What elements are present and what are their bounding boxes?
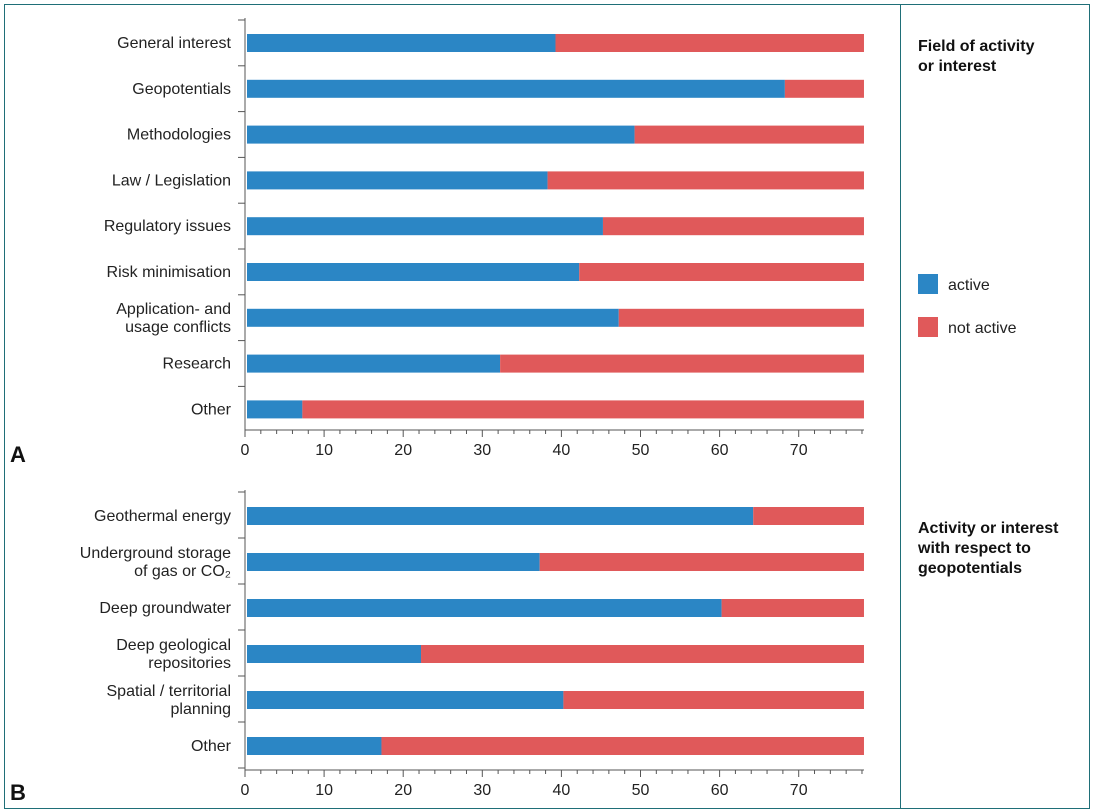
category-label: Methodologies (127, 127, 231, 144)
legend-swatch-not-active (918, 317, 938, 337)
category-label: Spatial / territorial planning (107, 683, 232, 718)
category-label: Deep geological repositories (116, 637, 231, 672)
category-label: Other (191, 401, 232, 418)
category-label: Underground storage of gas or CO₂ (80, 545, 231, 580)
x-tick-label: 20 (394, 782, 412, 799)
panel-b-side-title-line1: Activity or interest (918, 520, 1059, 537)
chart-b: 0 10 20 30 40 50 60 70 Geothermal energy Undergro… (80, 490, 864, 799)
panel-a-side-title-line2: or interest (918, 58, 997, 75)
bar-active-a-1 (247, 79, 785, 98)
category-label: Regulatory issues (104, 218, 231, 235)
x-tick-label: 40 (553, 782, 571, 799)
bar-not-active-b-2 (721, 599, 864, 617)
x-tick-label: 0 (241, 782, 250, 799)
bar-not-active-a-2 (634, 125, 864, 144)
bar-active-a-8 (247, 400, 303, 419)
panel-a-letter: A (10, 442, 26, 467)
panel-b-side-title-line3: geopotentials (918, 560, 1022, 577)
category-label: Geopotentials (132, 81, 231, 98)
bar-not-active-a-6 (618, 308, 864, 327)
bar-not-active-a-7 (500, 354, 864, 373)
category-label: Risk minimisation (107, 264, 231, 281)
x-tick-label: 30 (473, 782, 491, 799)
bar-not-active-a-8 (302, 400, 864, 419)
x-tick-label: 60 (711, 442, 729, 459)
x-tick-label: 50 (632, 782, 650, 799)
x-tick-label: 30 (473, 442, 491, 459)
bar-active-a-5 (247, 263, 580, 281)
bar-not-active-a-0 (555, 34, 864, 52)
bar-active-b-2 (247, 599, 722, 617)
bar-active-a-3 (247, 171, 548, 190)
x-tick-label: 50 (632, 442, 650, 459)
category-label: Deep groundwater (99, 600, 231, 617)
x-tick-label: 10 (315, 442, 333, 459)
x-tick-label: 20 (394, 442, 412, 459)
bar-active-a-2 (247, 125, 635, 144)
legend-label-active: active (948, 277, 990, 294)
panel-b-letter: B (10, 780, 26, 805)
bar-active-a-6 (247, 308, 619, 327)
bar-not-active-a-1 (784, 79, 864, 98)
bar-active-a-7 (247, 354, 501, 373)
category-label: General interest (117, 35, 231, 52)
x-tick-label: 70 (790, 782, 808, 799)
bar-not-active-a-3 (547, 171, 864, 190)
bar-active-b-5 (247, 737, 382, 755)
bar-active-b-4 (247, 691, 564, 709)
bar-active-a-4 (247, 217, 603, 236)
category-label: Law / Legislation (112, 172, 231, 189)
category-label: Research (163, 356, 231, 373)
bar-active-b-3 (247, 645, 422, 663)
x-tick-label: 0 (241, 442, 250, 459)
bar-not-active-a-4 (602, 217, 864, 236)
bar-not-active-b-1 (539, 553, 864, 571)
panel-a-side-title-line1: Field of activity (918, 38, 1035, 55)
bar-not-active-b-4 (563, 691, 864, 709)
legend-swatch-active (918, 274, 938, 294)
bar-not-active-a-5 (579, 263, 864, 281)
bar-active-b-0 (247, 507, 754, 525)
figure-frame (4, 4, 1090, 809)
category-label: Other (191, 738, 232, 755)
x-tick-label: 70 (790, 442, 808, 459)
panel-b-side-title-line2: with respect to (917, 540, 1031, 557)
chart-a: 0 10 20 30 40 50 60 70 General interest Geopotent… (104, 18, 864, 459)
legend-label-not-active: not active (948, 320, 1017, 337)
bar-active-a-0 (247, 34, 556, 52)
bar-not-active-b-0 (753, 507, 864, 525)
bar-active-b-1 (247, 553, 540, 571)
bar-not-active-b-3 (421, 645, 864, 663)
x-tick-label: 40 (553, 442, 571, 459)
category-label: Application- and usage conflicts (116, 301, 231, 336)
bar-not-active-b-5 (381, 737, 864, 755)
category-label: Geothermal energy (94, 508, 231, 525)
x-tick-label: 10 (315, 782, 333, 799)
x-tick-label: 60 (711, 782, 729, 799)
panel-divider (900, 4, 901, 809)
